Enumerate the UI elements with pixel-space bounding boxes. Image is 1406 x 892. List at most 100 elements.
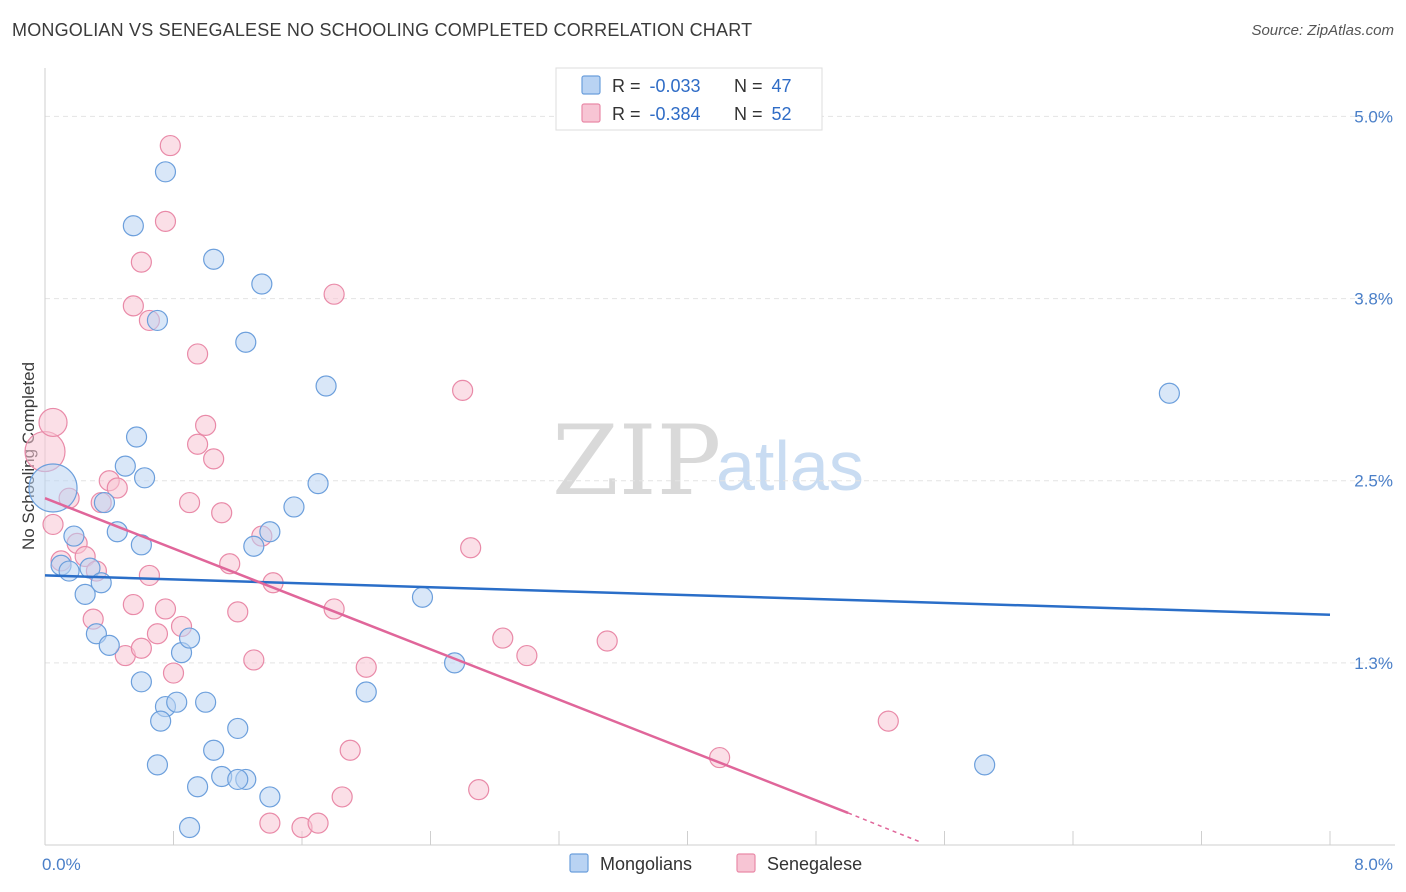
legend-r-value: -0.033 — [650, 76, 701, 96]
mongolian-point — [146, 754, 169, 776]
senegalese-point — [146, 623, 169, 645]
y-tick-label: 1.3% — [1354, 654, 1393, 673]
legend-n-value: 47 — [772, 76, 792, 96]
legend-swatch-mongolians — [581, 75, 601, 95]
legend-r-label: R = — [612, 104, 646, 124]
mongolian-point — [974, 754, 996, 776]
x-tick-label: 8.0% — [1354, 855, 1393, 874]
mongolian-point — [79, 557, 101, 579]
senegalese-point — [178, 491, 201, 514]
x-tick-label: 0.0% — [42, 855, 81, 874]
senegalese-point — [186, 433, 209, 455]
mongolian-point — [125, 426, 148, 448]
senegalese-point — [42, 513, 64, 536]
mongolian-point — [283, 496, 305, 518]
mongolian-point — [58, 560, 80, 582]
y-tick-labels: 1.3% 2.5% 3.8% 5.0% — [1354, 107, 1393, 672]
senegalese-point — [154, 598, 177, 620]
senegalese-point — [227, 601, 249, 623]
watermark: ZIP atlas — [552, 405, 864, 517]
legend-row-senegalese: R = -0.384 N = 52 — [612, 104, 792, 124]
series-legend-mongolians: Mongolians — [600, 854, 692, 874]
mongolian-point — [122, 215, 144, 237]
senegalese-point — [259, 812, 281, 834]
senegalese-point — [186, 343, 209, 365]
senegalese-point — [138, 564, 161, 587]
mongolian-point — [93, 491, 116, 514]
series-legend: Mongolians Senegalese — [569, 853, 862, 874]
mongolian-point — [251, 273, 273, 295]
senegalese-point — [452, 379, 474, 401]
senegalese-point — [243, 649, 265, 671]
senegalese-point — [468, 779, 490, 801]
senegalese-point — [516, 644, 538, 667]
senegalese-point — [307, 812, 329, 834]
senegalese-point — [460, 537, 482, 559]
mongolian-point — [63, 525, 85, 547]
mongolian-point — [235, 331, 257, 353]
y-tick-label: 3.8% — [1354, 290, 1393, 309]
senegalese-point — [323, 283, 345, 305]
mongolian-point — [315, 375, 337, 397]
y-tick-label: 5.0% — [1354, 107, 1393, 126]
correlation-legend: R = -0.033 N = 47 R = -0.384 N = 52 — [555, 67, 823, 131]
mongolian-point — [195, 691, 217, 713]
senegalese-point — [162, 662, 185, 684]
legend-r-value: -0.384 — [650, 104, 701, 124]
senegalese-point — [596, 630, 618, 652]
mongolian-point — [1158, 382, 1180, 404]
y-tick-label: 2.5% — [1354, 472, 1393, 491]
senegalese-trend-extension — [847, 812, 921, 843]
legend-r-label: R = — [612, 76, 646, 96]
mongolian-point — [146, 309, 169, 332]
senegalese-point — [106, 477, 128, 499]
senegalese-point — [38, 407, 68, 438]
mongolian-point — [98, 634, 120, 656]
senegalese-point — [339, 739, 361, 761]
senegalese-point — [355, 656, 377, 678]
senegalese-point — [492, 627, 514, 649]
senegalese-trend-line — [44, 497, 849, 815]
mongolian-point — [166, 691, 188, 713]
mongolian-point — [178, 627, 201, 649]
mongolian-point — [133, 467, 156, 489]
legend-n-label: N = — [734, 104, 768, 124]
mongolian-point — [227, 717, 249, 740]
legend-n-value: 52 — [772, 104, 792, 124]
mongolian-point — [307, 473, 329, 495]
mongolian-point — [355, 681, 377, 703]
mongolian-point — [178, 816, 201, 839]
x-tick-labels: 0.0% 8.0% — [42, 855, 1393, 874]
senegalese-point — [211, 502, 233, 524]
mongolian-point — [411, 586, 434, 608]
mongolian-point — [259, 786, 281, 808]
watermark-zip: ZIP — [552, 405, 721, 517]
mongolian-point — [130, 671, 152, 693]
legend-swatch-senegalese — [581, 103, 601, 123]
mongolian-point — [227, 768, 249, 791]
senegalese-point — [195, 414, 217, 436]
mongolian-point — [259, 521, 281, 543]
senegalese-point — [130, 251, 152, 273]
mongolian-point — [28, 463, 78, 513]
mongolian-point — [203, 248, 225, 270]
series-legend-swatch-mongolians — [569, 853, 589, 873]
legend-row-mongolians: R = -0.033 N = 47 — [612, 76, 792, 96]
series-legend-swatch-senegalese — [736, 853, 756, 873]
series-legend-senegalese: Senegalese — [767, 854, 862, 874]
mongolian-point — [114, 455, 136, 477]
senegalese-point — [122, 593, 144, 616]
chart-title: MONGOLIAN VS SENEGALESE NO SCHOOLING COM… — [12, 20, 753, 40]
senegalese-point — [154, 210, 177, 232]
senegalese-point — [877, 710, 899, 732]
mongolian-point — [154, 161, 177, 183]
mongolian-point — [150, 710, 172, 732]
mongolian-point — [243, 535, 265, 557]
senegalese-point — [159, 134, 181, 157]
watermark-atlas: atlas — [716, 427, 864, 505]
senegalese-point — [122, 295, 144, 317]
trend-lines — [44, 497, 1331, 843]
gridlines — [45, 115, 1395, 664]
mongolian-point — [203, 739, 225, 761]
